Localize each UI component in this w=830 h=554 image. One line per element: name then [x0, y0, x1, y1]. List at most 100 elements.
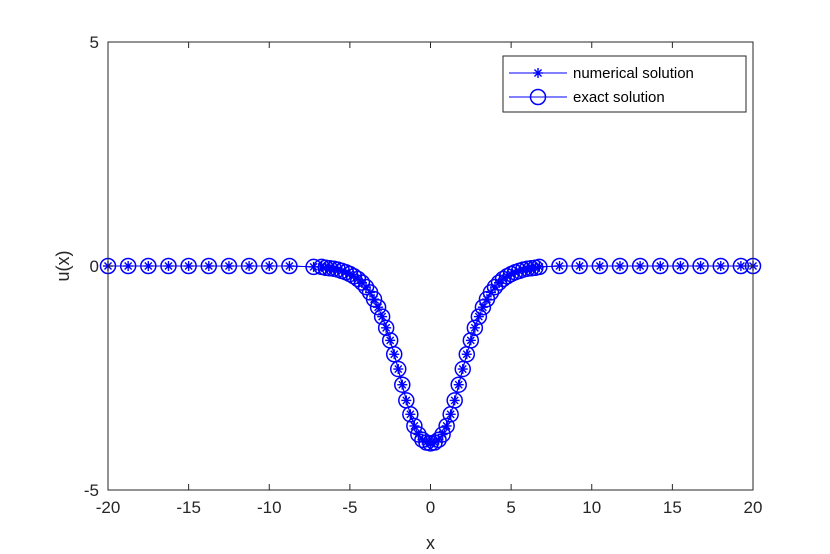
data-point-exact [160, 257, 177, 275]
data-point-numerical [393, 364, 404, 375]
legend-label-numerical: numerical solution [573, 65, 694, 82]
data-point-numerical [143, 261, 154, 271]
data-point-exact [341, 265, 359, 283]
data-point-exact [692, 257, 709, 275]
data-point-exact [631, 257, 649, 275]
data-point-numerical [614, 261, 625, 271]
data-point-numerical [405, 409, 416, 420]
data-point-numerical [401, 395, 412, 406]
data-point-exact [140, 257, 157, 275]
x-tick-label: 20 [744, 498, 763, 517]
y-tick-label: 0 [90, 257, 99, 276]
data-point-numerical [163, 261, 174, 271]
y-tick-label: -5 [84, 481, 99, 500]
data-point-exact [446, 392, 463, 409]
data-point-numerical [594, 261, 605, 271]
data-point-numerical [183, 261, 194, 271]
data-point-exact [482, 284, 500, 301]
data-point-exact [377, 319, 395, 337]
data-point-numerical [695, 261, 706, 271]
data-point-numerical [123, 261, 134, 271]
data-point-exact [434, 426, 451, 443]
data-point-exact [357, 278, 375, 296]
data-point-numerical [409, 420, 420, 431]
data-point-exact [394, 376, 411, 393]
data-point-numerical [449, 395, 460, 406]
legend-label-exact: exact solution [573, 89, 665, 106]
legend-asterisk-shape [533, 68, 543, 78]
data-point-exact [470, 308, 488, 325]
data-point-numerical [397, 379, 408, 390]
data-point-exact [390, 360, 407, 378]
data-point-exact [571, 257, 588, 275]
data-point-exact [531, 258, 548, 276]
data-point-exact [200, 257, 218, 275]
data-point-exact [261, 257, 278, 275]
axis-ticks: -20 -15 -10 -5 0 5 10 15 20 -5 0 5 [84, 33, 763, 517]
data-point-numerical [203, 261, 214, 271]
x-tick-label: 10 [582, 498, 601, 517]
y-tick-label: 5 [90, 33, 99, 52]
data-point-numerical [457, 364, 468, 375]
data-point-exact [119, 257, 137, 275]
data-point-exact [365, 290, 383, 308]
data-point-numerical [385, 335, 396, 346]
x-tick-label: -15 [176, 498, 201, 517]
data-point-numerical [675, 261, 686, 271]
data-point-numerical [284, 261, 295, 271]
data-point-numerical [461, 349, 472, 360]
data-point-exact [406, 417, 423, 435]
x-tick-label: -20 [96, 498, 121, 517]
data-point-exact [305, 258, 322, 276]
legend[interactable]: numerical solution exact solution [502, 55, 747, 113]
data-point-exact [385, 346, 403, 363]
data-point-exact [430, 431, 447, 449]
y-axis-label: u(x) [53, 251, 73, 282]
data-point-numerical [715, 261, 726, 271]
data-point-exact [466, 319, 484, 337]
data-point-numerical [445, 409, 456, 420]
x-tick-label: -5 [342, 498, 357, 517]
data-point-numerical [574, 261, 585, 271]
data-point-exact [220, 257, 238, 275]
data-point-exact [369, 298, 387, 316]
x-tick-label: 5 [506, 498, 515, 517]
series-markers-exact [99, 257, 762, 452]
data-point-exact [438, 417, 455, 435]
data-point-numerical [441, 420, 452, 431]
legend-marker-circle-icon [529, 88, 547, 106]
data-point-numerical [244, 261, 255, 271]
data-point-exact [450, 376, 467, 393]
legend-marker-asterisk-icon [533, 68, 543, 78]
data-point-exact [672, 257, 689, 275]
data-point-exact [712, 257, 729, 275]
x-tick-label: 0 [426, 498, 435, 517]
data-point-numerical [655, 261, 666, 271]
data-point-numerical [223, 261, 234, 271]
plot-data [99, 257, 762, 452]
data-point-numerical [381, 322, 392, 333]
data-point-numerical [735, 261, 746, 271]
data-point-numerical [264, 261, 275, 271]
data-point-numerical [465, 335, 476, 346]
data-point-numerical [554, 261, 565, 271]
data-point-exact [652, 257, 669, 275]
data-point-exact [240, 257, 258, 275]
data-point-exact [353, 274, 371, 291]
data-point-exact [414, 431, 431, 449]
x-tick-label: -10 [257, 498, 282, 517]
data-point-exact [281, 257, 298, 275]
data-point-exact [474, 298, 492, 316]
data-point-exact [462, 332, 480, 349]
x-axis-label: x [426, 533, 435, 553]
data-point-exact [454, 360, 471, 378]
data-point-exact [180, 257, 197, 275]
data-point-exact [591, 257, 609, 275]
data-point-numerical [635, 261, 646, 271]
data-point-numerical [469, 322, 480, 333]
data-point-exact [611, 257, 629, 275]
data-point-exact [402, 406, 419, 423]
data-point-exact [373, 308, 391, 325]
data-point-numerical [389, 349, 400, 360]
